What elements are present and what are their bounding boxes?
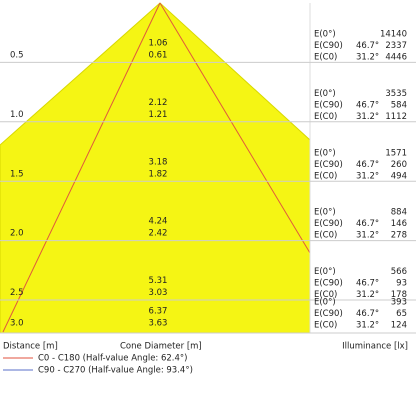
e-label: E(0°) — [314, 30, 336, 40]
e-angle: 46.7° — [356, 279, 379, 289]
e-value: 260 — [391, 160, 407, 170]
e-value: 4446 — [385, 53, 407, 63]
e-label: E(C0) — [314, 171, 337, 181]
legend-label: C0 - C180 (Half-value Angle: 62.4°) — [38, 354, 188, 364]
distance: 1.0 — [10, 110, 24, 120]
diameter: 2.12 — [149, 98, 168, 108]
e-value: 146 — [391, 219, 407, 229]
e-label: E(C0) — [314, 321, 337, 331]
e-angle: 31.2° — [356, 53, 379, 63]
e-label: E(C0) — [314, 231, 337, 241]
e-label: E(C90) — [314, 279, 343, 289]
e-label: E(C0) — [314, 290, 337, 300]
e-angle: 46.7° — [356, 160, 379, 170]
illuminance-header: Illuminance [lx] — [342, 342, 408, 352]
e-angle: 31.2° — [356, 290, 379, 300]
e-angle: 31.2° — [356, 231, 379, 241]
e-value: 3535 — [385, 89, 407, 99]
e-angle: 31.2° — [356, 171, 379, 181]
e-value: 124 — [391, 321, 407, 331]
diameter: 4.24 — [149, 217, 168, 227]
e-angle: 46.7° — [356, 41, 379, 51]
e-angle: 31.2° — [356, 321, 379, 331]
diameter: 3.63 — [149, 319, 168, 329]
e-value: 1112 — [385, 112, 407, 122]
diameter: 3.18 — [149, 157, 168, 167]
distance: 3.0 — [10, 319, 24, 329]
diameter-header: Cone Diameter [m] — [120, 342, 202, 352]
e-angle: 46.7° — [356, 309, 379, 319]
diameter: 1.21 — [149, 110, 168, 120]
e-value: 494 — [391, 171, 407, 181]
e-value: 2337 — [385, 41, 407, 51]
e-label: E(0°) — [314, 298, 336, 308]
e-value: 393 — [391, 298, 407, 308]
e-label: E(C90) — [314, 160, 343, 170]
distance-header: Distance [m] — [3, 342, 58, 352]
legend-label: C90 - C270 (Half-value Angle: 93.4°) — [38, 366, 193, 376]
diameter: 5.31 — [149, 276, 168, 286]
e-value: 14140 — [380, 30, 407, 40]
e-angle: 46.7° — [356, 219, 379, 229]
e-value: 584 — [391, 100, 407, 110]
e-angle: 46.7° — [356, 100, 379, 110]
e-value: 566 — [391, 267, 407, 277]
e-value: 884 — [391, 208, 407, 218]
e-label: E(0°) — [314, 148, 336, 158]
e-label: E(0°) — [314, 267, 336, 277]
e-label: E(C90) — [314, 41, 343, 51]
e-label: E(C90) — [314, 219, 343, 229]
diameter: 3.03 — [149, 288, 168, 298]
c0-line — [2, 2, 161, 333]
c0-line — [159, 2, 311, 254]
e-label: E(C0) — [314, 53, 337, 63]
e-value: 178 — [391, 290, 407, 300]
e-value: 278 — [391, 231, 407, 241]
e-label: E(0°) — [314, 208, 336, 218]
e-value: 93 — [396, 279, 407, 289]
distance: 2.0 — [10, 229, 24, 239]
distance: 2.5 — [10, 288, 24, 298]
e-angle: 31.2° — [356, 112, 379, 122]
diameter: 6.37 — [149, 307, 168, 317]
diameter: 1.06 — [149, 39, 168, 49]
e-value: 1571 — [385, 148, 407, 158]
diameter: 1.82 — [149, 169, 168, 179]
e-label: E(0°) — [314, 89, 336, 99]
distance: 1.5 — [10, 169, 24, 179]
e-label: E(C90) — [314, 100, 343, 110]
diameter: 0.61 — [149, 51, 168, 61]
diameter: 2.42 — [149, 229, 168, 239]
e-label: E(C0) — [314, 112, 337, 122]
distance: 0.5 — [10, 51, 24, 61]
e-value: 65 — [396, 309, 407, 319]
e-label: E(C90) — [314, 309, 343, 319]
